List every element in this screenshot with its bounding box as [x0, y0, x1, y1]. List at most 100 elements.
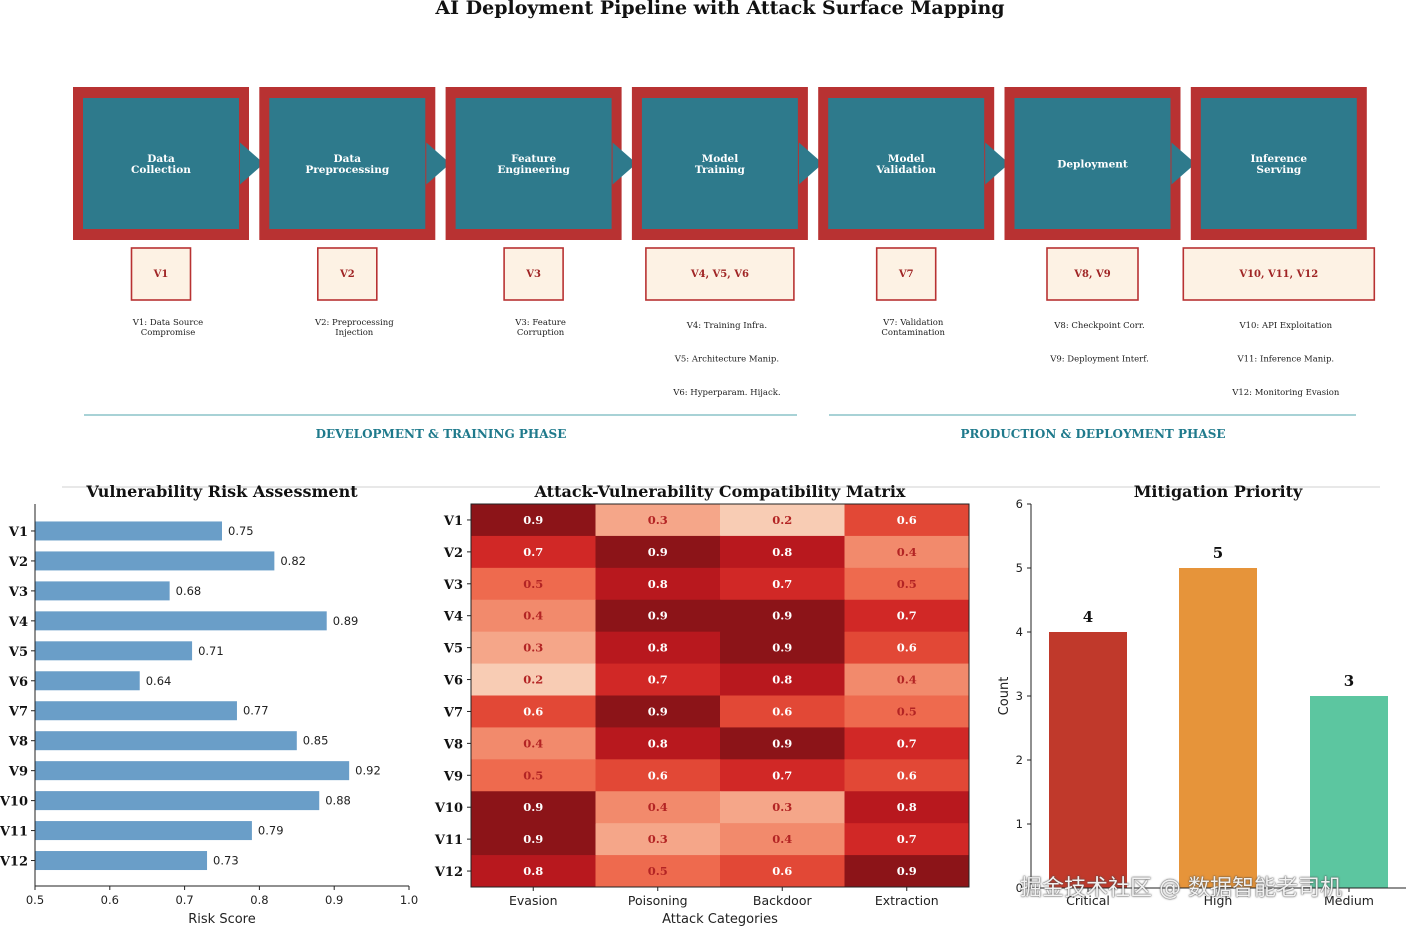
heatmap-cell: [720, 727, 845, 760]
vulnerability-detail: V1: Data Source Compromise: [132, 318, 203, 338]
heatmap-value: 0.7: [772, 768, 792, 782]
y-tick-label: V3: [8, 585, 28, 600]
heatmap-value: 0.7: [897, 609, 917, 623]
y-tick-label: V8: [443, 737, 463, 752]
y-tick-label: V2: [8, 555, 28, 570]
heatmap-value: 0.8: [648, 577, 668, 591]
x-tick-label: 0.6: [101, 893, 119, 907]
risk-value-label: 0.85: [303, 734, 329, 748]
heatmap-cell: [595, 759, 721, 792]
vulnerability-tag-box: [130, 247, 192, 301]
y-tick-label: V10: [0, 795, 28, 810]
x-tick-label: 1.0: [400, 893, 418, 907]
heatmap-value: 0.8: [648, 641, 668, 655]
heatmap-value: 0.4: [772, 832, 792, 846]
vulnerability-tag: V8, V9: [1073, 269, 1110, 280]
heatmap-value: 0.9: [648, 704, 668, 718]
heatmap-cell: [471, 567, 596, 601]
heatmap-value: 0.2: [523, 673, 543, 687]
flow-arrow: [426, 142, 451, 185]
vulnerability-tag: V3: [525, 269, 541, 280]
heatmap-value: 0.6: [523, 704, 543, 718]
phase-labels: DEVELOPMENT & TRAINING PHASE PRODUCTION &…: [84, 414, 1356, 441]
vulnerability-detail: V10: API Exploitation: [1238, 321, 1332, 331]
heatmap-cell: [471, 599, 596, 633]
heatmap-value: 0.9: [523, 800, 543, 814]
risk-value-label: 0.88: [325, 794, 351, 808]
heatmap-cell: [720, 791, 845, 824]
x-tick-label: Backdoor: [753, 893, 813, 908]
heatmap-cell: [844, 791, 970, 824]
heatmap-value: 0.6: [897, 641, 917, 655]
flow-arrow: [240, 142, 264, 185]
heatmap-cell: [720, 823, 845, 856]
risk-bar: [35, 611, 327, 631]
risk-value-label: 0.68: [176, 584, 202, 598]
heatmap-value: 0.7: [523, 545, 543, 559]
heatmap-value: 0.5: [897, 704, 917, 718]
priority-value-label: 4: [1083, 608, 1093, 626]
risk-value-label: 0.79: [258, 824, 284, 838]
x-tick-label: Extraction: [875, 893, 939, 908]
y-tick-label: V1: [8, 525, 28, 540]
flow-arrow: [612, 142, 637, 185]
y-tick-label: V4: [443, 610, 463, 625]
y-axis-label: Count: [997, 677, 1012, 716]
y-tick-label: V6: [8, 675, 28, 690]
risk-value-label: 0.71: [198, 644, 224, 658]
stage-label: Data Preprocessing: [305, 153, 390, 176]
chart-title: Mitigation Priority: [1134, 482, 1303, 501]
heatmap-value: 0.2: [772, 513, 792, 527]
x-tick-label: 0.9: [325, 893, 343, 907]
x-axis-label: Attack Categories: [662, 912, 778, 926]
y-tick-label: 5: [1016, 561, 1023, 575]
heatmap-value: 0.8: [523, 864, 543, 878]
risk-bar: [35, 821, 252, 841]
chart-title: Attack-Vulnerability Compatibility Matri…: [534, 482, 906, 501]
y-tick-label: V1: [443, 514, 463, 529]
heatmap-cell: [844, 823, 970, 856]
y-tick-label: V12: [0, 855, 28, 870]
vulnerability-tag-box: [503, 247, 564, 301]
y-tick-label: V7: [443, 705, 463, 720]
risk-bar: [35, 851, 208, 871]
vulnerability-tag-box: [1182, 247, 1376, 301]
x-tick-label: Poisoning: [628, 893, 688, 908]
heatmap-cell: [720, 663, 845, 696]
stage-box: [83, 98, 239, 229]
y-tick-label: 2: [1016, 753, 1023, 767]
heatmap-cell: [471, 631, 596, 665]
vulnerability-detail: V9: Deployment Interf.: [1049, 355, 1149, 365]
stage-box: [641, 98, 798, 229]
priority-bar: [1179, 568, 1257, 888]
heatmap-value: 0.9: [772, 736, 792, 750]
heatmap-value: 0.4: [523, 736, 543, 750]
y-tick-label: 0: [1016, 881, 1023, 895]
risk-value-label: 0.82: [280, 554, 306, 568]
y-tick-label: 1: [1016, 817, 1023, 831]
heatmap-value: 0.8: [648, 736, 668, 750]
heatmap-cell: [595, 855, 721, 888]
heatmap-value: 0.3: [772, 800, 792, 814]
vulnerability-tag-box: [645, 247, 795, 301]
phase-label: PRODUCTION & DEPLOYMENT PHASE: [960, 427, 1225, 441]
vulnerability-tag: V1: [153, 269, 169, 280]
heatmap-cell: [471, 823, 596, 856]
stage-box: [828, 98, 985, 229]
y-tick-label: 3: [1016, 689, 1023, 703]
x-tick-label: 0.8: [250, 893, 268, 907]
heatmap-value: 0.7: [772, 577, 792, 591]
risk-bar: [35, 671, 140, 691]
y-tick-label: V6: [443, 674, 463, 689]
vulnerability-detail: V2: Preprocessing Injection: [314, 318, 394, 338]
heatmap-cell: [471, 759, 596, 792]
heatmap-cell: [844, 727, 970, 760]
stage-box: [455, 98, 612, 229]
heatmap-cell: [595, 695, 721, 728]
stage-box: [1014, 98, 1171, 229]
vulnerability-tag-box: [316, 247, 378, 301]
risk-value-label: 0.89: [333, 614, 359, 628]
heatmap-value: 0.7: [648, 673, 668, 687]
x-tick-label: 0.5: [26, 893, 44, 907]
heatmap-cell: [595, 599, 721, 633]
